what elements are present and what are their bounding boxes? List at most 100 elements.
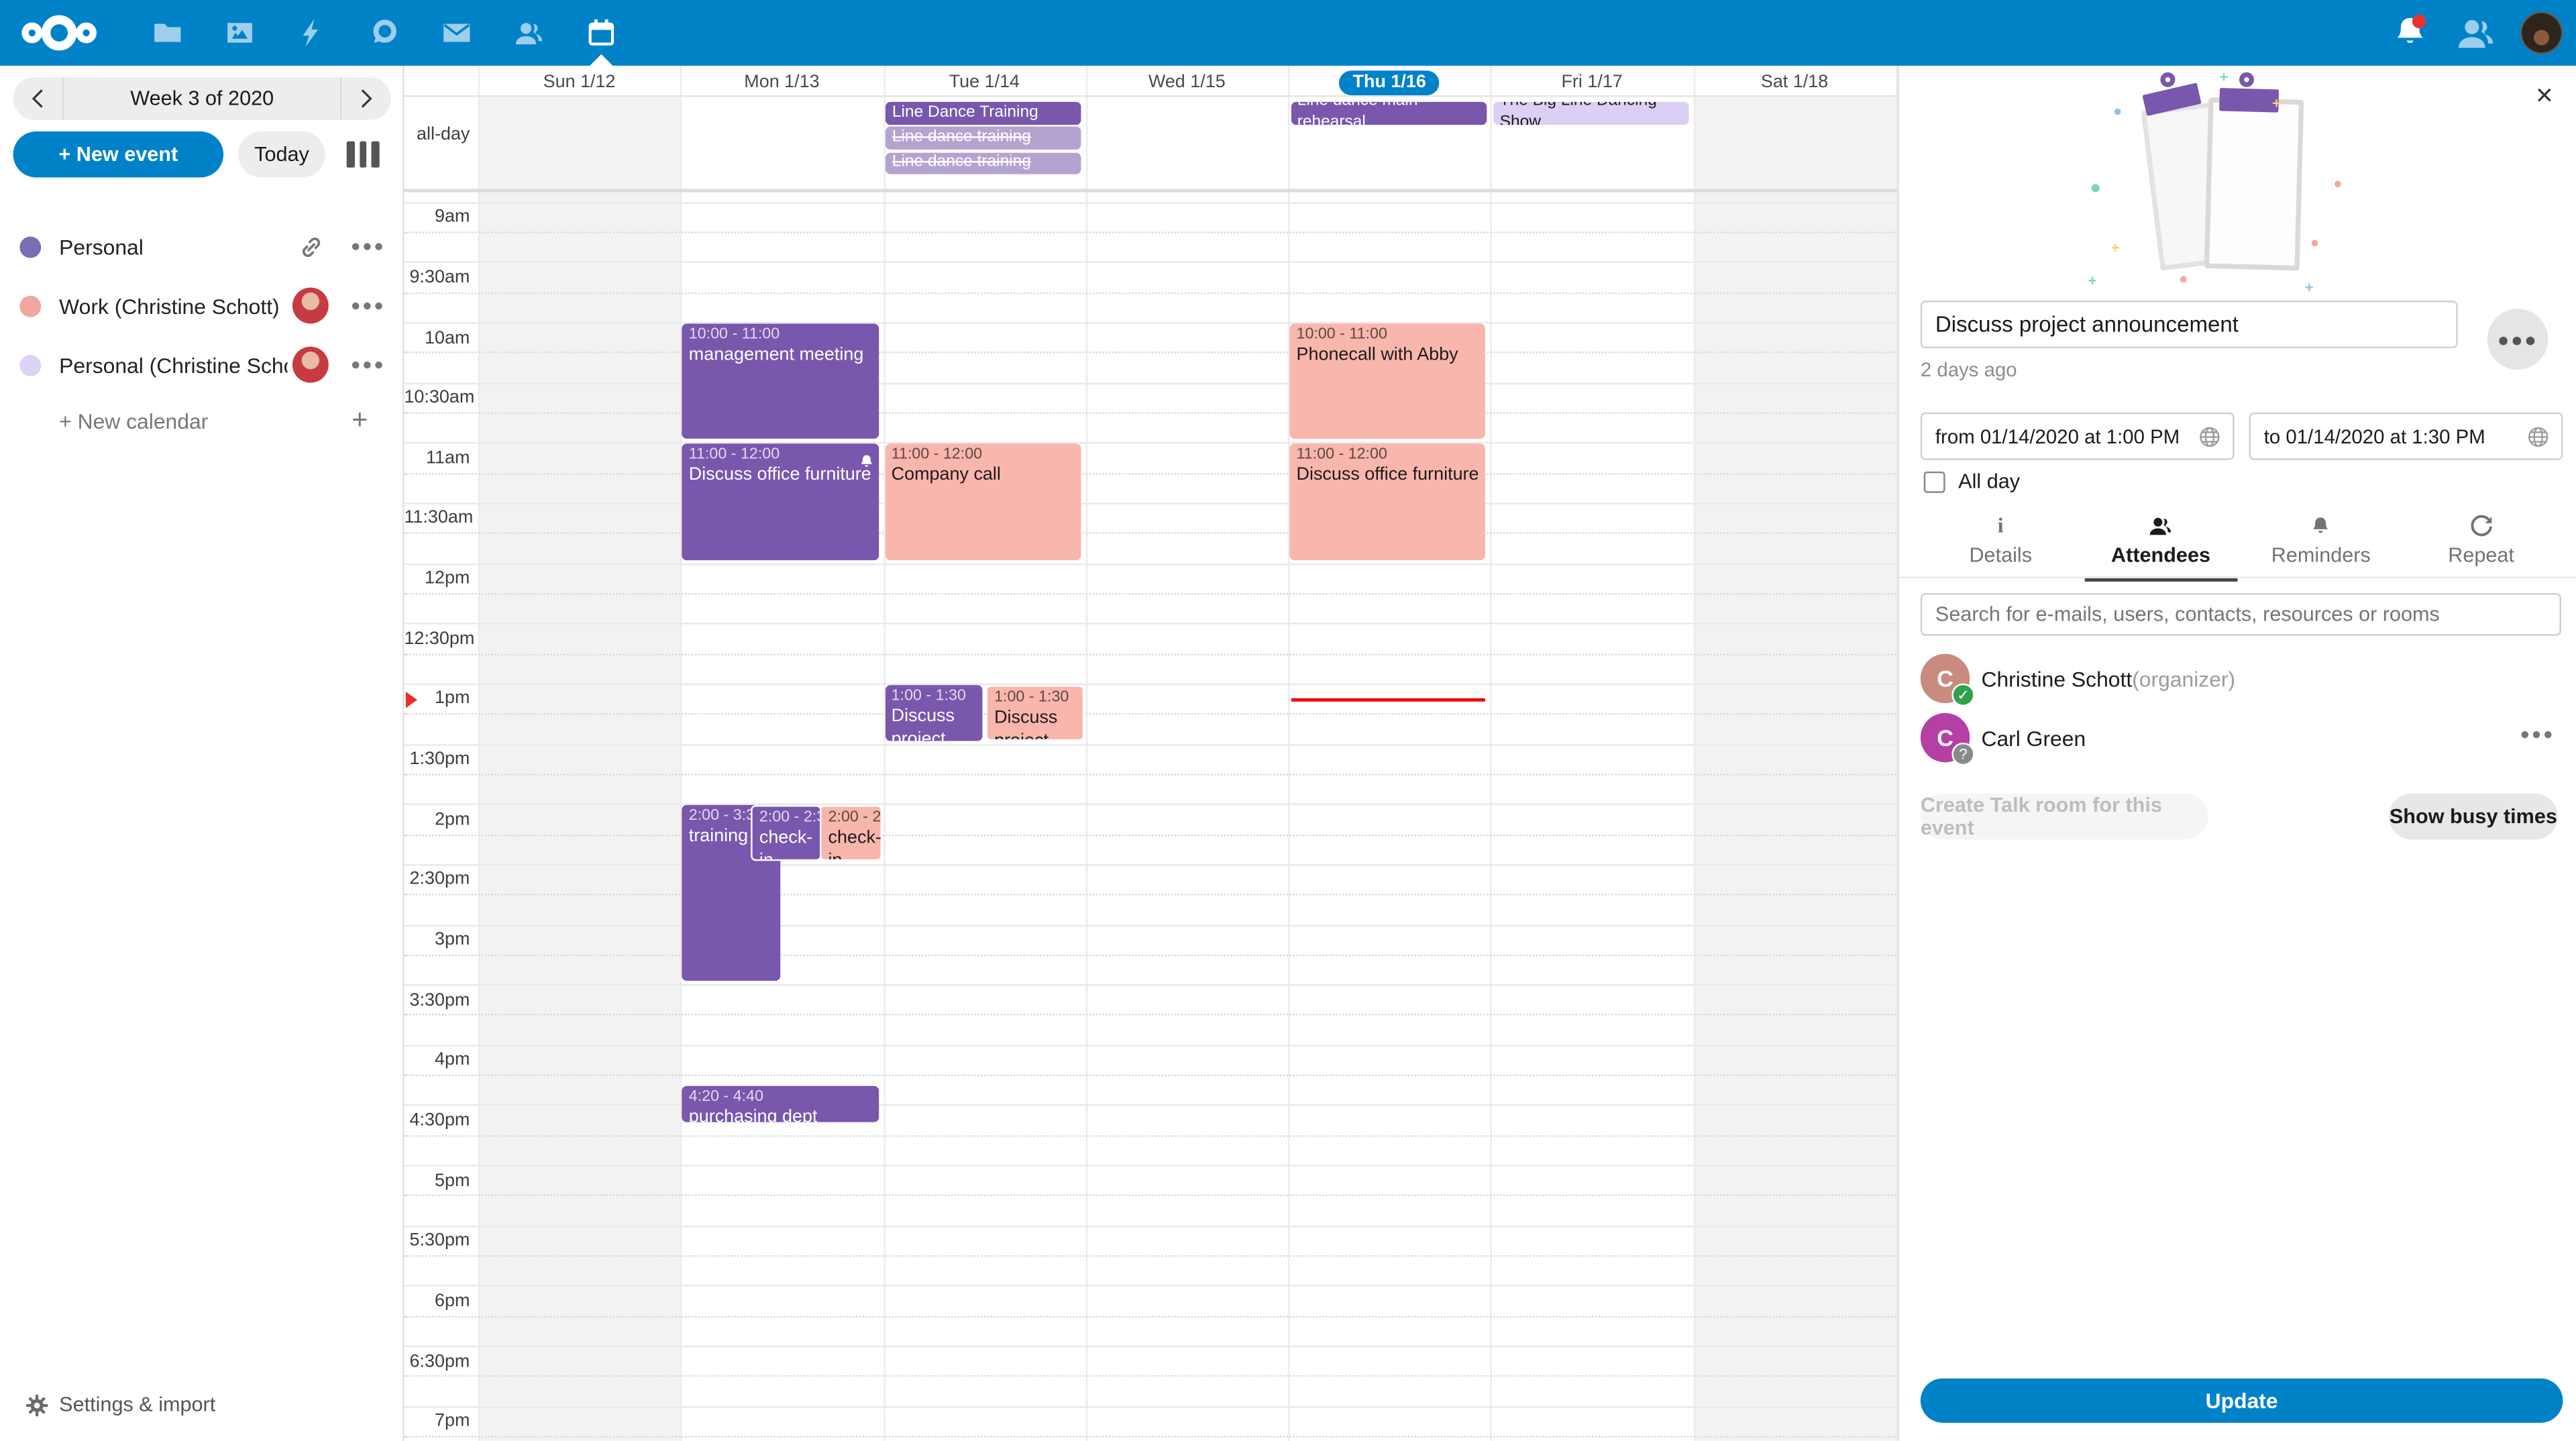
previous-week-button[interactable] — [13, 77, 62, 120]
day-header-thu-1-16[interactable]: Thu 1/16 — [1288, 69, 1491, 95]
tab-details[interactable]: i Details — [1921, 513, 2081, 578]
event-management-meeting[interactable]: 10:00 - 11:00 management meeting — [682, 323, 879, 439]
event-start-field[interactable]: from 01/14/2020 at 1:00 PM — [1920, 412, 2235, 460]
attendee-search-input[interactable] — [1920, 593, 2561, 636]
all-day-checkbox[interactable] — [1923, 470, 1945, 492]
topbar-app-mail[interactable] — [421, 0, 493, 66]
day-header-tue-1-14[interactable]: Tue 1/14 — [883, 69, 1085, 95]
tab-repeat[interactable]: Repeat — [2401, 513, 2561, 578]
day-header-wed-1-15[interactable]: Wed 1/15 — [1085, 69, 1288, 95]
time-axis-label: 9:30am — [409, 267, 470, 288]
settings-import-button[interactable]: Settings & import — [0, 1383, 402, 1430]
tab-label: Details — [1969, 543, 2033, 567]
topbar-app-calendar[interactable] — [565, 0, 637, 66]
attendee-name: Christine Schott(organizer) — [1981, 667, 2235, 692]
all-day-toggle[interactable]: All day — [1923, 470, 2021, 493]
sidebar-calendar-personal-christine-scho[interactable]: Personal (Christine Scho… ●●● — [0, 335, 402, 394]
people-icon — [2147, 513, 2174, 539]
grid-quarter-line — [404, 1195, 1898, 1197]
time-axis-label: 6:30pm — [409, 1351, 470, 1371]
tab-label: Reminders — [2271, 543, 2371, 567]
topbar-app-files[interactable] — [131, 0, 204, 66]
view-toggle-icon[interactable] — [346, 141, 379, 168]
event-title: management meeting — [688, 344, 864, 365]
event-time: 2:00 - 3:30 — [688, 806, 764, 825]
day-header-mon-1-13[interactable]: Mon 1/13 — [681, 69, 883, 95]
grid-quarter-line — [404, 1315, 1898, 1318]
allday-event-line-dance-main-rehearsal[interactable]: Line dance main rehearsal — [1290, 101, 1487, 124]
contacts-menu-icon[interactable] — [2455, 11, 2498, 54]
new-calendar-button[interactable]: + New calendar + — [0, 394, 402, 450]
nextcloud-logo-icon[interactable] — [19, 10, 99, 56]
event-title: Line dance main rehearsal — [1297, 102, 1418, 124]
time-axis-label: 1pm — [434, 689, 470, 709]
event-discuss-project[interactable]: 1:00 - 1:30 Discuss project — [985, 684, 1084, 741]
today-button[interactable]: Today — [238, 131, 325, 178]
update-button[interactable]: Update — [1920, 1378, 2563, 1423]
event-check-in[interactable]: 2:00 - 2:30check-in — [820, 805, 881, 861]
all-day-label: All day — [1958, 470, 2021, 493]
event-company-call[interactable]: 11:00 - 12:00 Company call — [884, 443, 1081, 560]
topbar-app-contacts[interactable] — [493, 0, 566, 66]
share-link-icon[interactable] — [292, 228, 329, 264]
day-header-label: Sat 1/18 — [1760, 72, 1829, 93]
topbar-app-talk[interactable] — [348, 0, 421, 66]
new-event-button[interactable]: + New event — [13, 131, 224, 178]
calendar-menu-icon[interactable]: ●●● — [350, 237, 386, 256]
event-phonecall-with-abby[interactable]: 10:00 - 11:00 Phonecall with Abby — [1289, 323, 1486, 439]
allday-event-the-big-line-dancing-show[interactable]: The Big Line Dancing Show — [1493, 101, 1689, 124]
files-icon — [151, 16, 184, 49]
attendee-name-text: Carl Green — [1981, 726, 2086, 751]
event-time: 2:00 - 2:30 — [828, 808, 881, 827]
tab-reminders[interactable]: Reminders — [2241, 513, 2401, 578]
tab-attendees[interactable]: Attendees — [2081, 513, 2241, 582]
sidebar-calendar-work-christine-schott[interactable]: Work (Christine Schott) ●●● — [0, 276, 402, 335]
allday-event-line-dance-training[interactable]: Line dance training — [885, 152, 1082, 174]
timezone-globe-icon[interactable] — [2527, 425, 2550, 447]
day-header-sat-1-18[interactable]: Sat 1/18 — [1693, 69, 1896, 95]
user-avatar[interactable] — [2520, 11, 2563, 54]
day-header-fri-1-17[interactable]: Fri 1/17 — [1491, 69, 1693, 95]
event-check-in[interactable]: 2:00 - 2:30check-in — [751, 805, 821, 861]
event-title: check-in — [759, 828, 813, 861]
grid-row-line — [404, 321, 1898, 324]
close-icon[interactable]: × — [2535, 78, 2553, 112]
shared-by-avatar — [292, 346, 329, 383]
week-label[interactable]: Week 3 of 2020 — [62, 77, 342, 120]
event-end-field[interactable]: to 01/14/2020 at 1:30 PM — [2249, 412, 2563, 460]
event-title: Line dance training — [892, 127, 1031, 146]
photos-icon — [223, 16, 256, 49]
time-axis-label: 5pm — [434, 1171, 470, 1191]
event-title-input[interactable] — [1920, 301, 2458, 349]
topbar-app-activity[interactable] — [276, 0, 348, 66]
event-discuss-office-furniture[interactable]: 11:00 - 12:00 Discuss office furniture — [1289, 443, 1486, 560]
attendee-menu-icon[interactable]: ●●● — [2520, 726, 2555, 745]
grid-row-line — [404, 262, 1898, 264]
event-purchasing-dept[interactable]: 4:20 - 4:40 purchasing dept — [682, 1086, 879, 1122]
time-axis-label: 11am — [426, 448, 470, 468]
show-busy-times-button[interactable]: Show busy times — [2388, 793, 2559, 840]
next-week-button[interactable] — [341, 77, 390, 120]
time-axis-label: 3pm — [434, 930, 470, 950]
time-axis-label: 3:30pm — [409, 990, 470, 1010]
time-axis-label: 4:30pm — [409, 1110, 470, 1130]
calendar-menu-icon[interactable]: ●●● — [350, 297, 386, 315]
day-header-label: Fri 1/17 — [1561, 72, 1623, 93]
event-title: Company call — [891, 465, 1001, 485]
grid-column-border — [1896, 65, 1898, 1441]
event-time: 1:00 - 1:30 — [891, 686, 966, 705]
allday-event-line-dance-training[interactable]: Line Dance Training — [885, 101, 1082, 124]
allday-event-line-dance-training[interactable]: Line dance training — [885, 127, 1082, 150]
grid-quarter-line — [404, 1074, 1898, 1077]
topbar-app-photos[interactable] — [204, 0, 276, 66]
create-talk-room-button[interactable]: Create Talk room for this event — [1920, 793, 2208, 840]
notifications-bell-icon[interactable] — [2389, 11, 2432, 54]
timezone-globe-icon[interactable] — [2198, 425, 2221, 447]
event-actions-menu-icon[interactable]: ●●● — [2487, 309, 2548, 370]
calendar-menu-icon[interactable]: ●●● — [350, 356, 386, 374]
event-discuss-office-furniture[interactable]: 11:00 - 12:00 Discuss office furniture — [682, 443, 879, 560]
day-header-sun-1-12[interactable]: Sun 1/12 — [478, 69, 681, 95]
sidebar-calendar-personal[interactable]: Personal ●●● — [0, 217, 402, 276]
